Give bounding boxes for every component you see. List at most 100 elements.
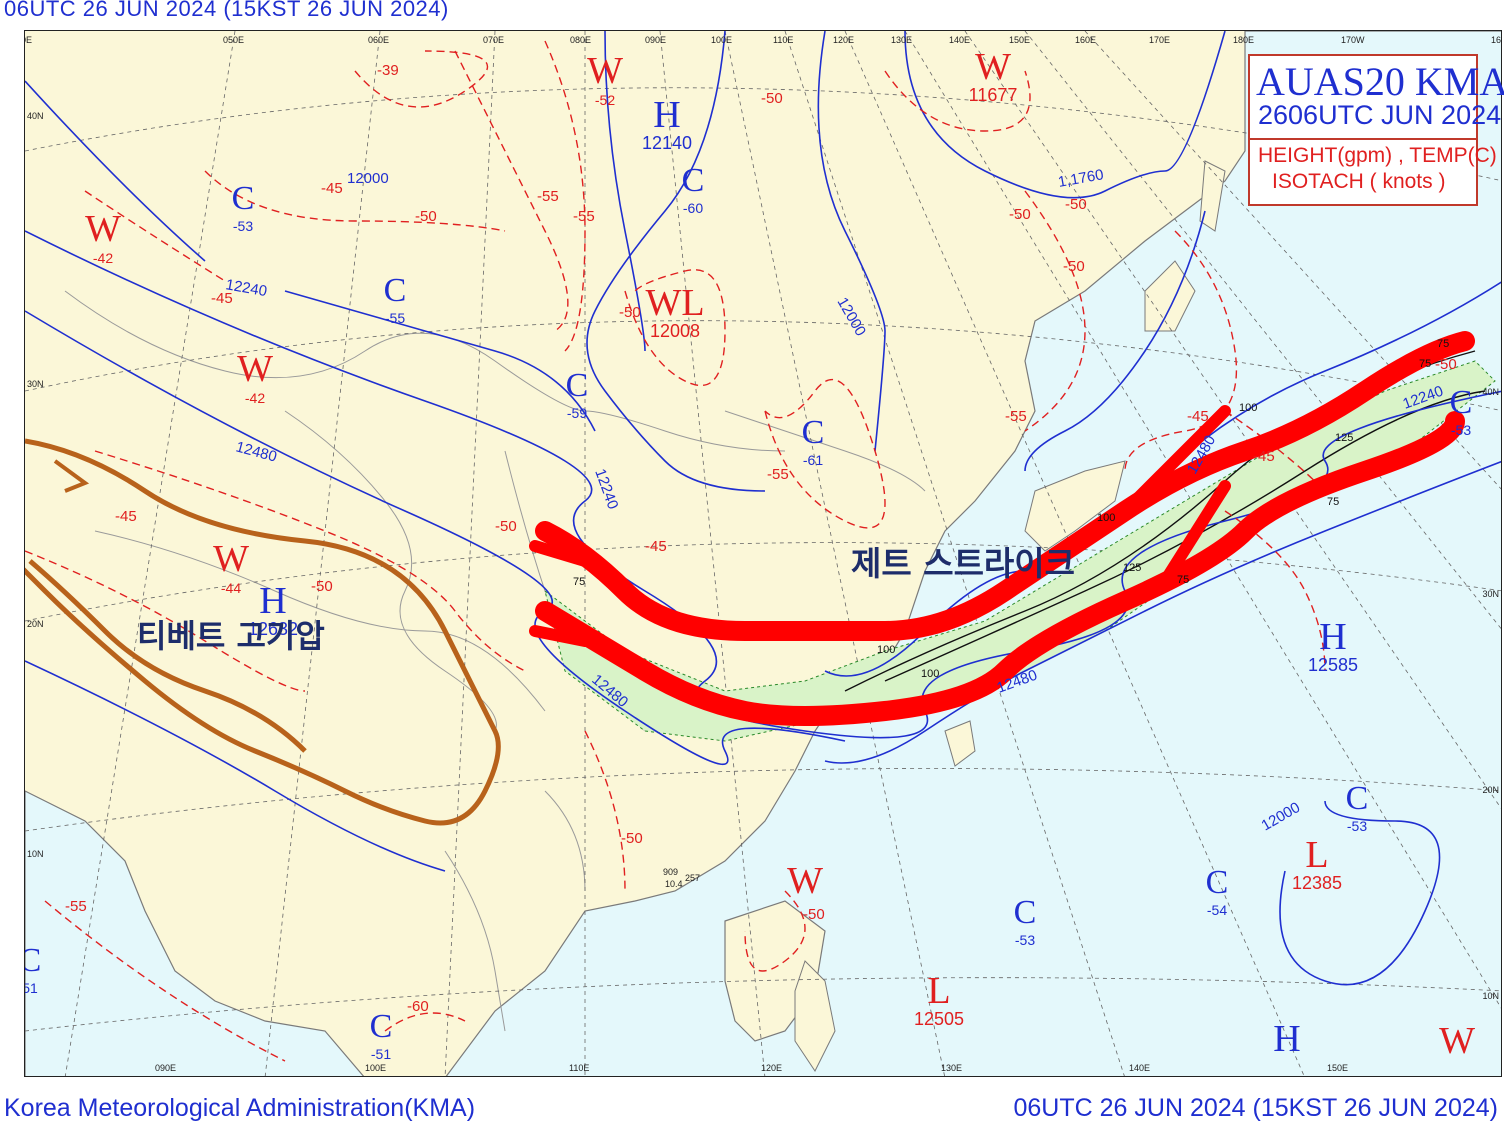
temperature-contour-label: -50 bbox=[1065, 196, 1087, 213]
latitude-label: 10N bbox=[1482, 991, 1499, 1001]
cold-center-symbol: C bbox=[1346, 780, 1369, 817]
tibet-high-outline bbox=[25, 438, 501, 826]
longitude-label: 090E bbox=[155, 1063, 176, 1073]
agency-footer: Korea Meteorological Administration(KMA) bbox=[4, 1094, 476, 1122]
chart-title: 06UTC 26 JUN 2024 (15KST 26 JUN 2024) bbox=[4, 0, 449, 21]
center-value: -53 bbox=[1015, 932, 1035, 948]
center-value: 12505 bbox=[914, 1009, 964, 1029]
center-value: -53 bbox=[1451, 422, 1471, 438]
temperature-contour-label: -55 bbox=[1005, 408, 1027, 425]
longitude-label: 050E bbox=[223, 35, 244, 45]
longitude-label: 160W bbox=[1491, 35, 1502, 45]
temperature-contour-label: -50 bbox=[803, 906, 825, 923]
temperature-contour-label: -45 bbox=[1253, 448, 1275, 465]
station-observation: 10.4 bbox=[665, 879, 683, 889]
center-value: 11677 bbox=[969, 85, 1018, 105]
high-center-symbol: H bbox=[259, 580, 286, 622]
warm-center-symbol: W bbox=[85, 208, 121, 250]
temperature-contour-label: -45 bbox=[645, 538, 667, 555]
island bbox=[1199, 160, 1226, 232]
cold-center-symbol: C bbox=[25, 942, 41, 979]
temperature-contour-label: -45 bbox=[115, 508, 137, 525]
longitude-label: 120E bbox=[761, 1063, 782, 1073]
temperature-contour-label: -55 bbox=[65, 898, 87, 915]
isotach-label: 75 bbox=[1419, 358, 1431, 370]
longitude-label: 070E bbox=[483, 35, 504, 45]
longitude-label: 040E bbox=[25, 35, 32, 45]
temperature-contour-label: -50 bbox=[1435, 356, 1457, 373]
longitude-label: 130E bbox=[941, 1063, 962, 1073]
temperature-contour-label: -45 bbox=[321, 180, 343, 197]
temperature-contour-label: -50 bbox=[761, 90, 783, 107]
warm-center-symbol: W bbox=[237, 348, 273, 390]
isotach-label: 100 bbox=[877, 644, 895, 656]
center-value: -59 bbox=[567, 405, 587, 421]
longitude-label: 150E bbox=[1009, 35, 1030, 45]
center-value: 12008 bbox=[650, 321, 700, 341]
island bbox=[944, 720, 976, 767]
center-value: -42 bbox=[93, 250, 113, 266]
latitude-label: 30N bbox=[27, 379, 44, 389]
center-value: -44 bbox=[221, 580, 241, 596]
longitude-label: 140E bbox=[1129, 1063, 1150, 1073]
temperature-contour-label: -50 bbox=[619, 304, 641, 321]
time-footer: 06UTC 26 JUN 2024 (15KST 26 JUN 2024) bbox=[1013, 1094, 1499, 1122]
temperature-contour-label: -45 bbox=[211, 290, 233, 307]
longitude-label: 170E bbox=[1149, 35, 1170, 45]
isotach-label: 100 bbox=[1097, 512, 1115, 524]
temperature-contour-label: -45 bbox=[1187, 408, 1209, 425]
cold-center-symbol: C bbox=[1014, 894, 1037, 931]
temperature-contours bbox=[25, 40, 1326, 1062]
isotach-label: 75 bbox=[1327, 496, 1339, 508]
longitude-label: 160E bbox=[1075, 35, 1096, 45]
cold-center-symbol: C bbox=[566, 367, 589, 404]
pressure-centers: W-52 H12140C-60W11677C-53W-42C-55W-42WL12… bbox=[25, 46, 1475, 1062]
latitude-label: 30N bbox=[1482, 589, 1499, 599]
center-value: 12632 bbox=[248, 619, 298, 639]
longitude-label: 120E bbox=[833, 35, 854, 45]
height-contour-label: 12240 bbox=[224, 276, 268, 300]
island bbox=[794, 960, 836, 1072]
temperature-contour-label: -50 bbox=[1009, 206, 1031, 223]
station-observation: 257 bbox=[685, 873, 700, 883]
center-value: -51 bbox=[371, 1046, 391, 1062]
temperature-contour-label: -55 bbox=[537, 188, 559, 205]
center-value: 12585 bbox=[1308, 655, 1358, 675]
cold-center-symbol: C bbox=[1206, 864, 1229, 901]
temperature-contour-label: -39 bbox=[377, 62, 399, 79]
cold-center-symbol: C bbox=[1450, 384, 1473, 421]
center-value: -53 bbox=[233, 218, 253, 234]
latitude-label: 40N bbox=[1482, 387, 1499, 397]
cold-center-symbol: C bbox=[232, 180, 255, 217]
latitude-label: 10N bbox=[27, 849, 44, 859]
height-contour-label: 12000 bbox=[347, 170, 389, 187]
longitude-label: 100E bbox=[711, 35, 732, 45]
longitude-label: 140E bbox=[949, 35, 970, 45]
center-value: -60 bbox=[683, 200, 703, 216]
cold-center-symbol: C bbox=[802, 414, 825, 451]
legend-isotach: ISOTACH ( knots ) bbox=[1272, 170, 1446, 193]
isotach-label: 75 bbox=[573, 576, 585, 588]
temperature-contour-label: -50 bbox=[311, 578, 333, 595]
high-center-symbol: H bbox=[1273, 1018, 1300, 1060]
longitude-label: 080E bbox=[570, 35, 591, 45]
tibet-high-arrow bbox=[53, 459, 90, 493]
height-contour-label: 1,1760 bbox=[1057, 166, 1105, 191]
cold-center-symbol: C bbox=[682, 162, 705, 199]
longitude-label: 110E bbox=[773, 35, 793, 45]
jet-streak-arrowheads bbox=[529, 405, 1231, 647]
graticule bbox=[25, 31, 1501, 1076]
center-value: 12140 bbox=[642, 133, 692, 153]
center-value: -42 bbox=[245, 390, 265, 406]
legend-product: AUAS20 KMA bbox=[1256, 59, 1504, 104]
center-value: -54 bbox=[1207, 902, 1227, 918]
longitude-label: 100E bbox=[365, 1063, 386, 1073]
longitude-label: 060E bbox=[368, 35, 389, 45]
isotach-label: 100 bbox=[1239, 402, 1257, 414]
temperature-contour-label: -50 bbox=[415, 208, 437, 225]
latitude-label: 40N bbox=[27, 111, 44, 121]
tibet-high-arrow bbox=[28, 559, 307, 753]
station-observation: 909 bbox=[663, 867, 678, 877]
height-contour-label: 12000 bbox=[834, 295, 870, 340]
warm-center-symbol: W bbox=[587, 50, 623, 92]
